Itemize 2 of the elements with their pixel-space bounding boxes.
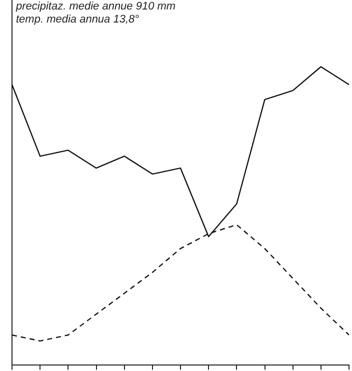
text: precipitaz. medie annue 910 mm [15, 0, 176, 13]
text: temp. media annua 13,8° [16, 14, 140, 26]
